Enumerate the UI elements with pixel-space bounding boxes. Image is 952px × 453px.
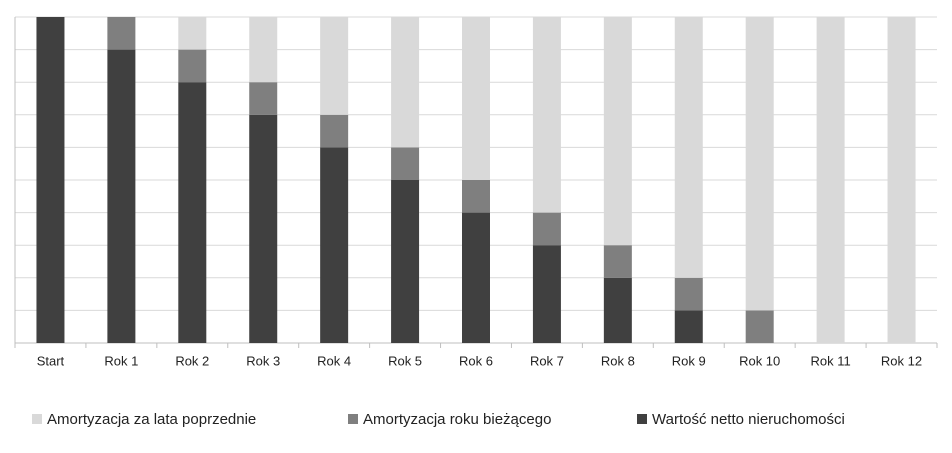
bar-segment bbox=[249, 114, 278, 343]
bar-segment bbox=[107, 17, 136, 50]
bar-segment bbox=[603, 245, 632, 278]
bar-segment bbox=[107, 49, 136, 343]
bar-segment bbox=[320, 17, 349, 115]
x-tick-label: Rok 1 bbox=[104, 353, 138, 368]
bar-segment bbox=[462, 180, 490, 213]
legend-swatch bbox=[32, 414, 42, 424]
legend-label: Amortyzacja za lata poprzednie bbox=[47, 411, 256, 428]
bar-segment bbox=[391, 147, 420, 180]
bar-segment bbox=[249, 17, 278, 83]
bar-segment bbox=[532, 212, 561, 246]
x-tick-label: Rok 3 bbox=[246, 353, 280, 368]
legend-swatch bbox=[348, 414, 358, 424]
bar-segment bbox=[532, 245, 561, 343]
x-tick-label: Rok 4 bbox=[317, 353, 351, 368]
x-tick-label: Rok 10 bbox=[739, 353, 780, 368]
bar-segment bbox=[674, 277, 703, 311]
legend-label: Wartość netto nieruchomości bbox=[652, 411, 845, 428]
x-tick-label: Rok 6 bbox=[459, 353, 493, 368]
legend-swatch bbox=[637, 414, 647, 424]
bar-segment bbox=[462, 212, 490, 343]
bar-segment bbox=[249, 82, 278, 115]
bar-segment bbox=[603, 17, 632, 246]
bar-segment bbox=[532, 17, 561, 213]
bar-segment bbox=[320, 114, 349, 148]
x-tick-label: Rok 12 bbox=[881, 353, 922, 368]
x-tick-label: Rok 9 bbox=[672, 353, 706, 368]
bar-segment bbox=[887, 17, 916, 343]
bar-segment bbox=[816, 17, 845, 343]
bar-segment bbox=[178, 82, 207, 343]
bar-segment bbox=[462, 17, 490, 180]
bar-segment bbox=[178, 17, 207, 50]
bar-segment bbox=[320, 147, 349, 343]
bar-segment bbox=[36, 17, 65, 343]
bar-segment bbox=[391, 180, 420, 343]
bar-segment bbox=[674, 310, 703, 343]
x-tick-label: Rok 7 bbox=[530, 353, 564, 368]
bar-segment bbox=[745, 17, 774, 311]
x-tick-label: Rok 5 bbox=[388, 353, 422, 368]
legend: Amortyzacja za lata poprzednie Amortyzacj… bbox=[32, 411, 845, 428]
legend-label: Amortyzacja roku bieżącego bbox=[363, 411, 551, 428]
bar-segment bbox=[603, 277, 632, 343]
bar-segment bbox=[178, 49, 207, 83]
bar-segment bbox=[674, 17, 703, 278]
bar-segment bbox=[391, 17, 420, 148]
x-tick-label: Rok 2 bbox=[175, 353, 209, 368]
x-tick-label: Start bbox=[37, 353, 65, 368]
x-tick-label: Rok 8 bbox=[601, 353, 635, 368]
x-tick-label: Rok 11 bbox=[810, 353, 850, 368]
bar-segment bbox=[745, 310, 774, 343]
